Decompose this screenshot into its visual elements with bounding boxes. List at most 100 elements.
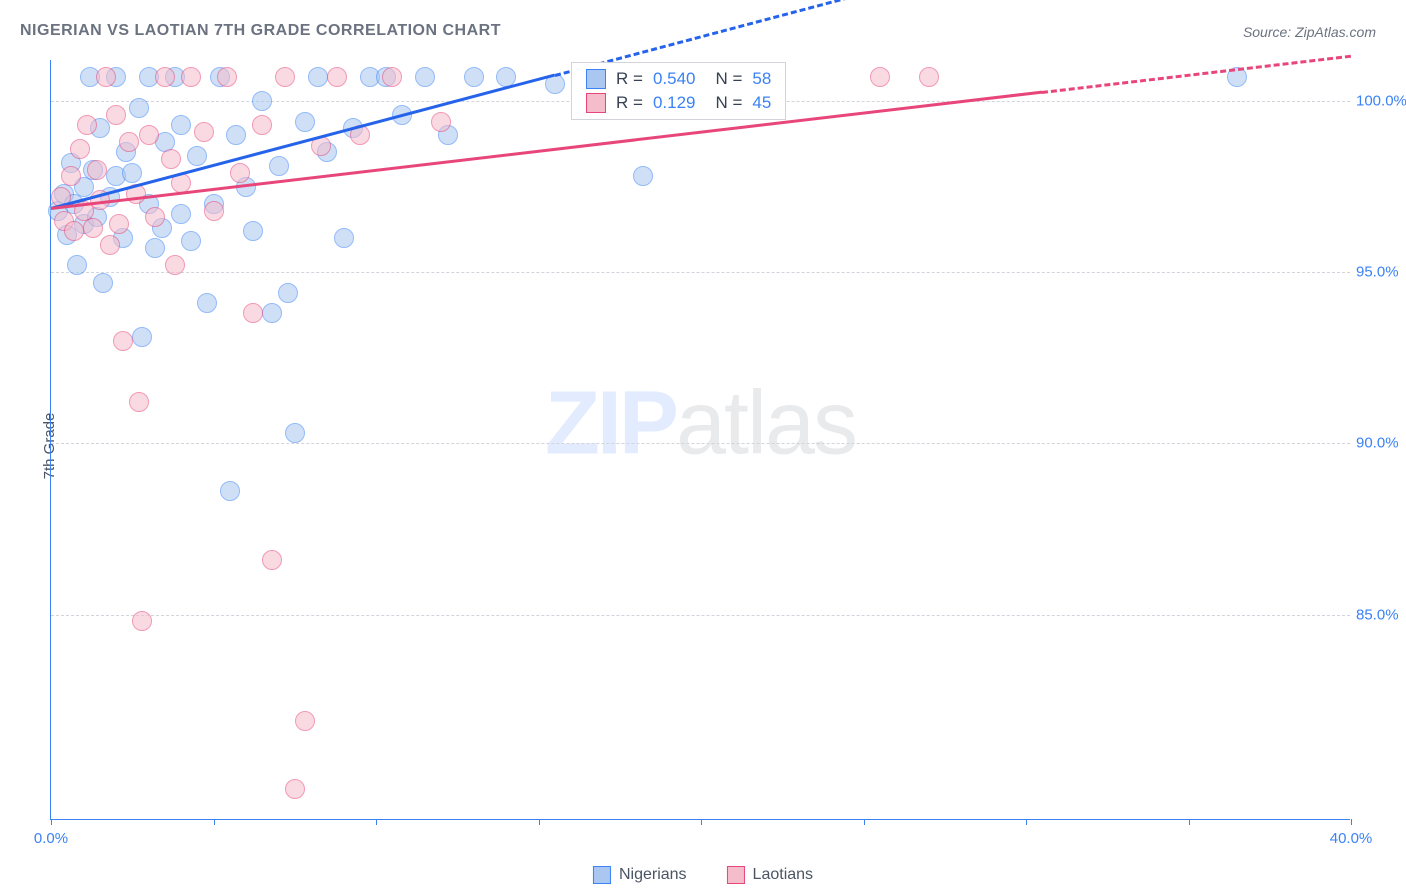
scatter-point — [109, 214, 129, 234]
scatter-point — [77, 115, 97, 135]
scatter-point — [334, 228, 354, 248]
scatter-point — [194, 122, 214, 142]
scatter-point — [308, 67, 328, 87]
x-tick — [1026, 819, 1027, 825]
scatter-point — [171, 115, 191, 135]
scatter-point — [252, 115, 272, 135]
scatter-point — [187, 146, 207, 166]
x-tick-label: 40.0% — [1330, 830, 1373, 847]
x-tick — [51, 819, 52, 825]
scatter-point — [252, 91, 272, 111]
legend-item-laotians: Laotians — [727, 866, 814, 884]
y-tick-label: 95.0% — [1356, 264, 1406, 281]
scatter-point — [181, 67, 201, 87]
scatter-point — [431, 112, 451, 132]
gridline — [51, 615, 1350, 616]
x-tick — [701, 819, 702, 825]
watermark: ZIPatlas — [545, 373, 856, 476]
r-value: 0.540 — [653, 69, 696, 89]
scatter-point — [262, 550, 282, 570]
scatter-point — [269, 156, 289, 176]
scatter-point — [919, 67, 939, 87]
scatter-point — [119, 132, 139, 152]
scatter-point — [295, 112, 315, 132]
chart-title: NIGERIAN VS LAOTIAN 7TH GRADE CORRELATIO… — [20, 22, 501, 40]
scatter-point — [132, 611, 152, 631]
scatter-point — [181, 231, 201, 251]
scatter-point — [220, 481, 240, 501]
scatter-point — [145, 238, 165, 258]
scatter-point — [87, 160, 107, 180]
scatter-point — [113, 331, 133, 351]
scatter-point — [870, 67, 890, 87]
legend-stats-row: R =0.129N =45 — [572, 91, 785, 115]
scatter-point — [132, 327, 152, 347]
scatter-point — [415, 67, 435, 87]
scatter-point — [633, 166, 653, 186]
watermark-zip: ZIP — [545, 374, 676, 474]
legend-label-laotians: Laotians — [753, 866, 814, 884]
scatter-point — [122, 163, 142, 183]
scatter-point — [204, 201, 224, 221]
x-tick — [214, 819, 215, 825]
y-tick-label: 85.0% — [1356, 606, 1406, 623]
scatter-point — [230, 163, 250, 183]
source-attribution: Source: ZipAtlas.com — [1243, 24, 1376, 40]
scatter-point — [70, 139, 90, 159]
scatter-point — [100, 235, 120, 255]
legend-bottom: Nigerians Laotians — [593, 866, 813, 884]
y-tick-label: 100.0% — [1356, 93, 1406, 110]
scatter-point — [464, 67, 484, 87]
gridline — [51, 272, 1350, 273]
x-tick — [1189, 819, 1190, 825]
legend-stats-swatch — [586, 93, 606, 113]
x-tick-label: 0.0% — [34, 830, 68, 847]
correlation-chart: NIGERIAN VS LAOTIAN 7TH GRADE CORRELATIO… — [0, 0, 1406, 892]
scatter-point — [129, 98, 149, 118]
scatter-point — [171, 204, 191, 224]
legend-label-nigerians: Nigerians — [619, 866, 687, 884]
scatter-point — [155, 67, 175, 87]
scatter-point — [165, 255, 185, 275]
scatter-point — [285, 779, 305, 799]
scatter-point — [278, 283, 298, 303]
scatter-point — [83, 218, 103, 238]
gridline — [51, 443, 1350, 444]
scatter-point — [129, 392, 149, 412]
scatter-point — [327, 67, 347, 87]
scatter-point — [93, 273, 113, 293]
x-tick — [539, 819, 540, 825]
x-tick — [864, 819, 865, 825]
scatter-point — [145, 207, 165, 227]
r-label: R = — [616, 69, 643, 89]
scatter-point — [285, 423, 305, 443]
legend-stats-swatch — [586, 69, 606, 89]
legend-stats-row: R = 0.540 N = 58 — [572, 67, 785, 91]
scatter-point — [96, 67, 116, 87]
n-value: 58 — [752, 69, 771, 89]
scatter-point — [243, 303, 263, 323]
scatter-point — [61, 166, 81, 186]
plot-area: ZIPatlas 85.0%90.0%95.0%100.0%0.0%40.0%R… — [50, 60, 1350, 820]
n-label: N = — [715, 93, 742, 113]
scatter-point — [226, 125, 246, 145]
legend-item-nigerians: Nigerians — [593, 866, 687, 884]
r-value: 0.129 — [653, 93, 696, 113]
scatter-point — [64, 221, 84, 241]
n-label: N = — [715, 69, 742, 89]
legend-swatch-nigerians — [593, 866, 611, 884]
scatter-point — [161, 149, 181, 169]
scatter-point — [139, 125, 159, 145]
y-tick-label: 90.0% — [1356, 435, 1406, 452]
scatter-point — [67, 255, 87, 275]
scatter-point — [243, 221, 263, 241]
legend-stats: R =0.540N =58R =0.129N =45 — [571, 62, 786, 120]
scatter-point — [106, 105, 126, 125]
x-tick — [1351, 819, 1352, 825]
r-label: R = — [616, 93, 643, 113]
scatter-point — [275, 67, 295, 87]
scatter-point — [382, 67, 402, 87]
legend-swatch-laotians — [727, 866, 745, 884]
watermark-atlas: atlas — [676, 374, 856, 474]
x-tick — [376, 819, 377, 825]
